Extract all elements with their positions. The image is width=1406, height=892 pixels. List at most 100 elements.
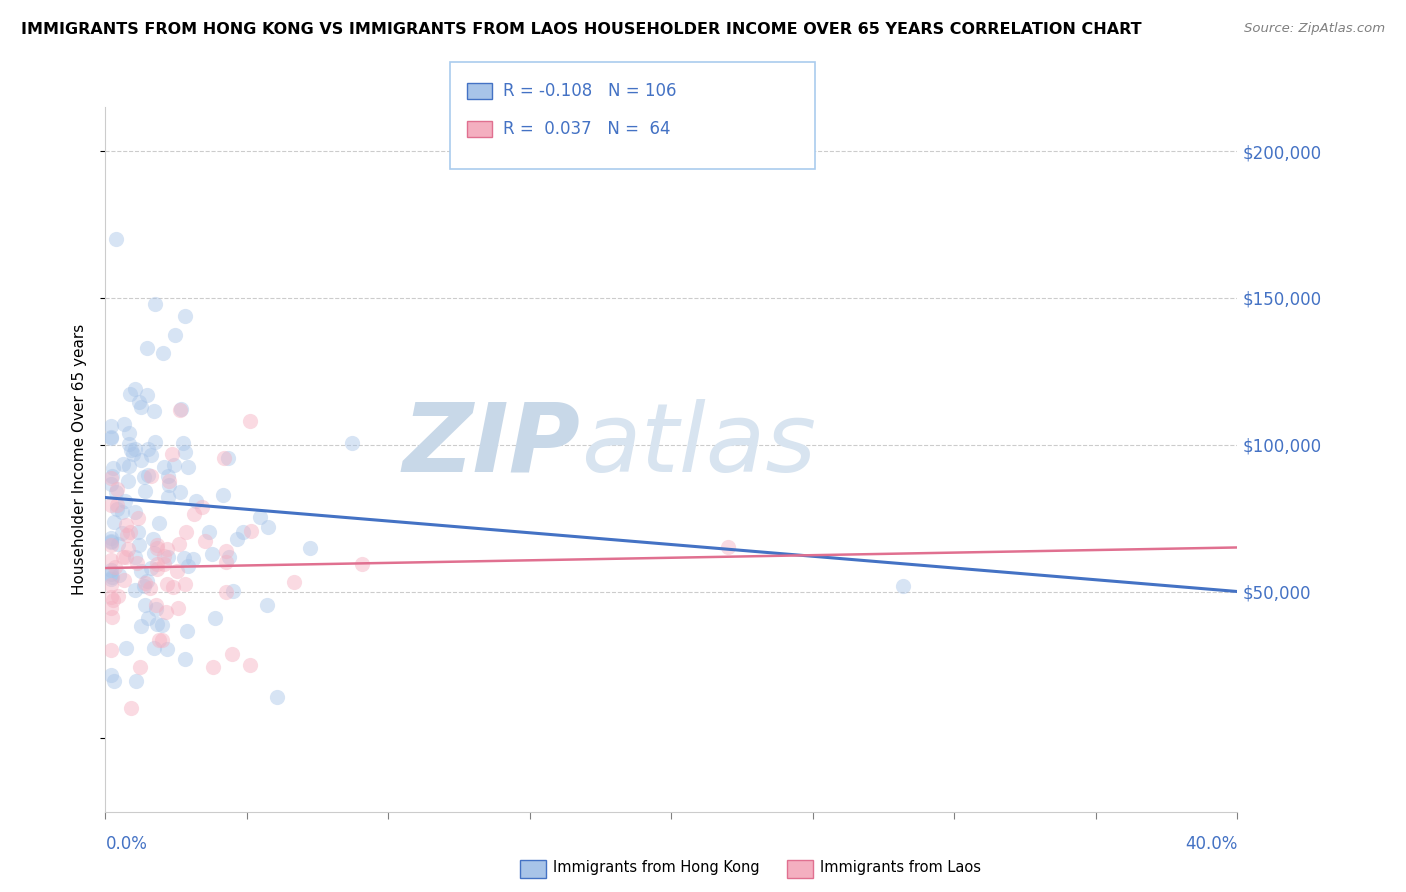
Point xyxy=(162,580,184,594)
Point xyxy=(283,574,305,589)
Point xyxy=(125,673,148,688)
Point xyxy=(156,641,179,656)
Text: 0.0%: 0.0% xyxy=(105,835,148,854)
Point xyxy=(100,566,122,581)
Point xyxy=(172,435,194,450)
Point xyxy=(104,560,127,574)
Point xyxy=(165,327,187,342)
Point xyxy=(201,659,224,673)
Point xyxy=(176,624,198,639)
Point xyxy=(101,610,124,624)
Point xyxy=(114,518,136,533)
Point xyxy=(103,461,125,475)
Point xyxy=(167,537,190,551)
Point xyxy=(156,541,179,556)
Point xyxy=(169,403,191,417)
Point xyxy=(142,546,165,560)
Text: Immigrants from Laos: Immigrants from Laos xyxy=(820,860,981,874)
Point xyxy=(239,657,262,672)
Point xyxy=(299,541,322,555)
Point xyxy=(101,570,124,584)
Point xyxy=(100,535,122,549)
Point xyxy=(141,448,163,462)
Point xyxy=(128,394,150,409)
Point xyxy=(169,485,191,500)
Point xyxy=(156,490,179,504)
Point xyxy=(120,525,142,540)
Point xyxy=(198,525,221,540)
Point xyxy=(215,585,238,599)
Point xyxy=(115,550,138,565)
Point xyxy=(166,565,188,579)
Point xyxy=(142,532,165,546)
Point xyxy=(157,475,180,489)
Point xyxy=(177,559,200,574)
Point xyxy=(173,652,195,666)
Point xyxy=(118,387,141,401)
Point xyxy=(222,584,245,599)
Point xyxy=(134,598,156,612)
Point xyxy=(173,551,195,566)
Point xyxy=(215,555,238,569)
Point xyxy=(124,505,146,519)
Point xyxy=(124,442,146,456)
Point xyxy=(117,541,139,556)
Point xyxy=(124,583,146,598)
Point xyxy=(124,549,146,564)
Point xyxy=(157,478,180,492)
Point xyxy=(100,498,122,512)
Point xyxy=(100,418,122,433)
Text: R =  0.037   N =  64: R = 0.037 N = 64 xyxy=(503,120,671,138)
Point xyxy=(100,601,122,615)
Point xyxy=(143,641,166,656)
Point xyxy=(100,531,122,545)
Point xyxy=(146,538,169,552)
Point xyxy=(221,648,243,662)
Point xyxy=(145,602,167,616)
Point xyxy=(107,589,129,603)
Point xyxy=(136,341,159,355)
Point xyxy=(217,450,239,465)
Point xyxy=(136,388,159,402)
Point xyxy=(146,562,169,576)
Point xyxy=(134,484,156,499)
Point xyxy=(174,445,197,459)
Point xyxy=(717,541,740,555)
Point xyxy=(136,611,159,625)
Point xyxy=(100,563,122,577)
Point xyxy=(211,487,233,501)
Point xyxy=(100,431,122,445)
Point xyxy=(100,668,122,682)
Point xyxy=(162,447,184,461)
Point xyxy=(170,402,193,417)
Point xyxy=(118,458,141,473)
Point xyxy=(103,592,125,607)
Point xyxy=(107,568,129,582)
Point xyxy=(129,618,152,632)
Point xyxy=(257,520,280,534)
Point xyxy=(157,550,180,565)
Point xyxy=(117,475,139,489)
Point xyxy=(155,605,177,619)
Point xyxy=(204,611,226,625)
Point xyxy=(173,576,195,591)
Point xyxy=(266,690,288,705)
Point xyxy=(132,469,155,483)
Point xyxy=(152,345,174,359)
Point xyxy=(148,633,170,648)
Point xyxy=(100,643,122,657)
Point xyxy=(184,494,207,508)
Point xyxy=(256,598,278,612)
Text: R = -0.108   N = 106: R = -0.108 N = 106 xyxy=(503,82,676,100)
Point xyxy=(111,549,134,564)
Point xyxy=(136,442,159,457)
Point xyxy=(153,558,176,572)
Point xyxy=(232,524,254,539)
Point xyxy=(105,232,128,246)
Point xyxy=(114,494,136,508)
Point xyxy=(166,600,188,615)
Point xyxy=(112,573,135,587)
Point xyxy=(100,538,122,552)
Point xyxy=(145,616,167,631)
Point xyxy=(145,435,167,450)
